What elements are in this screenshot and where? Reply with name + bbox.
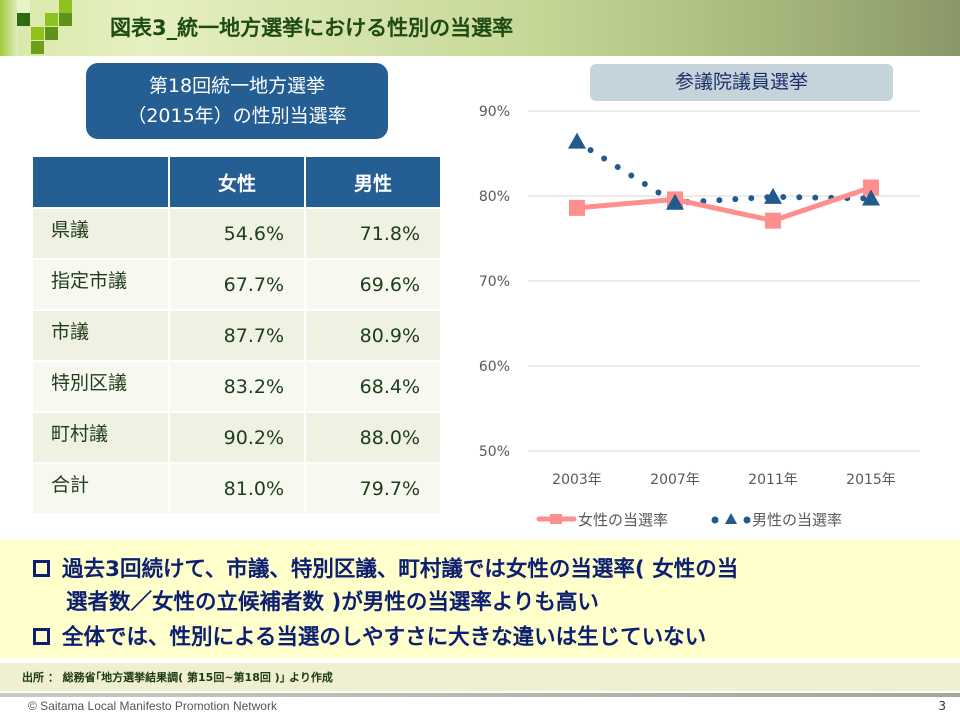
bullet-text: 全体では、性別による当選のしやすさに大きな違いは生じていない — [62, 625, 707, 650]
chart-title: 参議院議員選挙 — [590, 64, 893, 101]
male-rate: 71.8% — [304, 209, 440, 258]
x-tick-label: 2015年 — [846, 472, 896, 488]
page-number: 3 — [938, 699, 946, 713]
y-tick-label: 70% — [479, 274, 510, 290]
female-rate: 81.0% — [168, 464, 304, 513]
legend-female-label: 女性の当選率 — [578, 511, 668, 529]
row-label: 合計 — [51, 474, 90, 496]
x-tick-label: 2011年 — [748, 472, 798, 488]
bullet-item: 過去3回続けて、市議、特別区議、町村議では女性の当選率( 女性の当 — [33, 552, 738, 583]
female-point — [863, 179, 879, 196]
bullet-text: 選者数／女性の立候補者数 )が男性の当選率よりも高い — [66, 590, 599, 615]
checkbox-bullet-icon — [33, 560, 50, 577]
y-tick-label: 60% — [479, 359, 510, 375]
table-header-blank — [33, 157, 168, 207]
series-line-male — [574, 138, 874, 206]
table-row: 指定市議 67.7% 69.6% — [33, 258, 440, 309]
female-rate: 90.2% — [168, 413, 304, 462]
source-bar: 出所 ： 総務省｢地方選挙結果調( 第15回~第18回 )｣ より作成 — [0, 663, 960, 691]
page-title: 図表3_統一地方選挙における性別の当選率 — [110, 16, 514, 40]
line-chart: 50% 60% 70% 80% 90% 2003年 2007年 2011年 2015年女性の当選… — [479, 104, 920, 529]
female-rate: 54.6% — [168, 209, 304, 258]
table-row: 町村議 90.2% 88.0% — [33, 411, 440, 462]
y-tick-label: 90% — [479, 104, 510, 120]
copyright: © Saitama Local Manifesto Promotion Netw… — [28, 699, 277, 713]
x-tick-label: 2007年 — [650, 472, 700, 488]
legend-female-marker-icon — [550, 514, 562, 524]
female-point — [765, 212, 781, 229]
male-rate: 79.7% — [304, 464, 440, 513]
y-tick-label: 80% — [479, 189, 510, 205]
table-header-row: 女性 男性 — [33, 157, 440, 207]
table-row: 県議 54.6% 71.8% — [33, 207, 440, 258]
male-rate: 80.9% — [304, 311, 440, 360]
bullet-item: 全体では、性別による当選のしやすさに大きな違いは生じていない — [33, 620, 706, 651]
male-point — [666, 193, 684, 210]
male-rate: 88.0% — [304, 413, 440, 462]
table-header-male: 男性 — [304, 157, 440, 207]
row-label: 県議 — [51, 219, 90, 241]
male-point — [568, 132, 586, 149]
table-row: 特別区議 83.2% 68.4% — [33, 360, 440, 411]
female-point — [569, 199, 585, 216]
female-rate: 87.7% — [168, 311, 304, 360]
legend-male-marker-icon — [725, 513, 737, 524]
y-tick-label: 50% — [479, 444, 510, 460]
header-accent — [0, 0, 18, 56]
table-subtitle-line2: （2015年）の性別当選率 — [127, 105, 347, 127]
male-rate: 68.4% — [304, 362, 440, 411]
table-row: 市議 87.7% 80.9% — [33, 309, 440, 360]
legend-male-label: 男性の当選率 — [752, 511, 842, 529]
footer-divider — [0, 693, 960, 697]
election-rate-table: 女性 男性 県議 54.6% 71.8% 指定市議 67.7% 69.6% 市議… — [33, 157, 440, 513]
female-rate: 83.2% — [168, 362, 304, 411]
x-tick-label: 2003年 — [552, 472, 602, 488]
bullet-item-continued: 選者数／女性の立候補者数 )が男性の当選率よりも高い — [66, 585, 599, 616]
summary-bullets: 過去3回続けて、市議、特別区議、町村議では女性の当選率( 女性の当 選者数／女性… — [0, 540, 960, 658]
row-label: 特別区議 — [51, 372, 128, 394]
table-row: 合計 81.0% 79.7% — [33, 462, 440, 513]
series-line-female — [576, 185, 872, 224]
row-label: 指定市議 — [51, 270, 128, 292]
male-point — [764, 187, 782, 204]
table-subtitle-line1: 第18回統一地方選挙 — [148, 75, 326, 97]
source-note: 出所 ： 総務省｢地方選挙結果調( 第15回~第18回 )｣ より作成 — [22, 671, 333, 684]
legend-male-dot-icon — [743, 516, 751, 524]
bullet-text: 過去3回続けて、市議、特別区議、町村議では女性の当選率( 女性の当 — [62, 557, 739, 582]
slide-header: 図表3_統一地方選挙における性別の当選率 — [0, 0, 960, 56]
row-label: 町村議 — [51, 423, 109, 445]
checkbox-bullet-icon — [33, 628, 50, 645]
male-point — [862, 189, 880, 206]
legend-male-dot-icon — [711, 516, 719, 524]
male-rate: 69.6% — [304, 260, 440, 309]
female-rate: 67.7% — [168, 260, 304, 309]
table-subtitle: 第18回統一地方選挙 （2015年）の性別当選率 — [86, 63, 388, 139]
row-label: 市議 — [51, 321, 90, 343]
table-header-female: 女性 — [168, 157, 304, 207]
